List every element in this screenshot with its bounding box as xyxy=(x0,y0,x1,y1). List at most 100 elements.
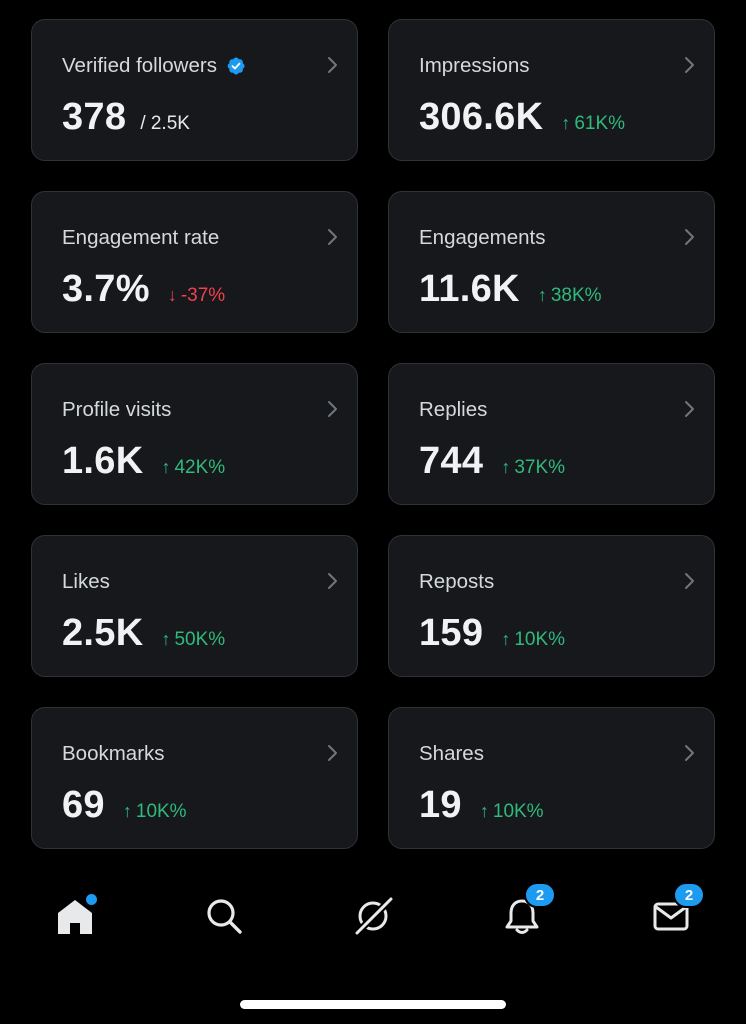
metric-value: 159 xyxy=(419,612,484,654)
metric-title-text: Reposts xyxy=(419,570,495,593)
metric-value-row: 69 ↑ 10K% xyxy=(62,784,187,827)
metric-change: ↑ 61K% xyxy=(561,113,625,135)
metric-card-shares[interactable]: Shares 19 ↑ 10K% xyxy=(388,707,715,849)
metrics-grid: Verified followers 378 / 2.5K Impression… xyxy=(31,19,715,849)
messages-badge: 2 xyxy=(673,882,705,908)
chevron-right-icon xyxy=(685,745,694,761)
nav-messages[interactable]: 2 xyxy=(649,882,705,938)
metric-change-text: 37K% xyxy=(514,457,566,478)
metric-card-engagements[interactable]: Engagements 11.6K ↑ 38K% xyxy=(388,191,715,333)
metric-title: Verified followers xyxy=(62,54,246,78)
metric-card-engagement-rate[interactable]: Engagement rate 3.7% ↓ -37% xyxy=(31,191,358,333)
metric-change: ↑ 50K% xyxy=(161,629,225,651)
metric-title: Impressions xyxy=(419,54,530,78)
nav-home[interactable] xyxy=(53,892,99,938)
verified-badge-icon xyxy=(227,57,245,75)
metric-value: 1.6K xyxy=(62,440,144,482)
metric-change-text: -37% xyxy=(180,285,226,306)
arrow-up-icon: ↑ xyxy=(161,629,171,649)
chevron-right-icon xyxy=(328,57,337,73)
chevron-right-icon xyxy=(328,745,337,761)
metric-change: ↑ 10K% xyxy=(501,629,565,651)
notifications-badge: 2 xyxy=(524,882,556,908)
arrow-down-icon: ↓ xyxy=(167,285,177,305)
metric-card-profile-visits[interactable]: Profile visits 1.6K ↑ 42K% xyxy=(31,363,358,505)
arrow-up-icon: ↑ xyxy=(501,457,511,477)
metric-title-text: Verified followers xyxy=(62,54,217,77)
metric-value-row: 2.5K ↑ 50K% xyxy=(62,612,225,655)
chevron-right-icon xyxy=(685,229,694,245)
metric-change-text: 50K% xyxy=(174,629,226,650)
metric-value: 378 xyxy=(62,96,127,138)
metric-total: / 2.5K xyxy=(140,113,190,134)
metric-title-text: Engagement rate xyxy=(62,226,220,249)
metric-value: 11.6K xyxy=(419,268,520,310)
metric-title: Shares xyxy=(419,742,484,766)
metric-value-row: 744 ↑ 37K% xyxy=(419,440,565,483)
metric-value-row: 159 ↑ 10K% xyxy=(419,612,565,655)
metric-card-reposts[interactable]: Reposts 159 ↑ 10K% xyxy=(388,535,715,677)
metric-title-text: Engagements xyxy=(419,226,546,249)
metric-title: Replies xyxy=(419,398,487,422)
metric-value: 19 xyxy=(419,784,462,826)
chevron-right-icon xyxy=(685,401,694,417)
metric-change-text: 42K% xyxy=(174,457,226,478)
metric-value-row: 378 / 2.5K xyxy=(62,96,190,139)
home-unread-dot xyxy=(84,892,99,907)
metric-change-text: 61K% xyxy=(574,113,626,134)
metric-title: Reposts xyxy=(419,570,494,594)
metric-title-text: Shares xyxy=(419,742,484,765)
arrow-up-icon: ↑ xyxy=(537,285,547,305)
metric-change: ↑ 42K% xyxy=(161,457,225,479)
metric-title: Likes xyxy=(62,570,110,594)
arrow-up-icon: ↑ xyxy=(122,801,132,821)
metric-value: 2.5K xyxy=(62,612,144,654)
metric-title: Engagement rate xyxy=(62,226,219,250)
metric-value: 744 xyxy=(419,440,484,482)
grok-icon xyxy=(354,896,394,936)
metric-title-text: Impressions xyxy=(419,54,530,77)
metric-title-text: Bookmarks xyxy=(62,742,165,765)
metric-value-row: 306.6K ↑ 61K% xyxy=(419,96,625,139)
metric-title: Engagements xyxy=(419,226,546,250)
metric-title-text: Profile visits xyxy=(62,398,172,421)
metric-title-text: Replies xyxy=(419,398,488,421)
metric-card-verified-followers[interactable]: Verified followers 378 / 2.5K xyxy=(31,19,358,161)
nav-explore[interactable] xyxy=(202,894,246,938)
metric-card-likes[interactable]: Likes 2.5K ↑ 50K% xyxy=(31,535,358,677)
metric-value-row: 3.7% ↓ -37% xyxy=(62,268,225,311)
metric-card-bookmarks[interactable]: Bookmarks 69 ↑ 10K% xyxy=(31,707,358,849)
metric-change-text: 10K% xyxy=(492,801,544,822)
metric-value-row: 1.6K ↑ 42K% xyxy=(62,440,225,483)
nav-grok[interactable] xyxy=(351,894,395,938)
nav-notifications[interactable]: 2 xyxy=(500,882,556,938)
search-icon xyxy=(207,899,242,934)
envelope-icon xyxy=(653,902,689,931)
metric-card-replies[interactable]: Replies 744 ↑ 37K% xyxy=(388,363,715,505)
arrow-up-icon: ↑ xyxy=(561,113,571,133)
bottom-nav: 2 2 xyxy=(0,880,746,960)
arrow-up-icon: ↑ xyxy=(161,457,171,477)
chevron-right-icon xyxy=(328,573,337,589)
home-indicator[interactable] xyxy=(240,1000,506,1009)
metric-title: Bookmarks xyxy=(62,742,165,766)
chevron-right-icon xyxy=(328,229,337,245)
metric-value-row: 19 ↑ 10K% xyxy=(419,784,544,827)
metric-value: 69 xyxy=(62,784,105,826)
chevron-right-icon xyxy=(328,401,337,417)
metric-change-text: 38K% xyxy=(550,285,602,306)
metric-card-impressions[interactable]: Impressions 306.6K ↑ 61K% xyxy=(388,19,715,161)
metric-change: ↑ 38K% xyxy=(538,285,602,307)
arrow-up-icon: ↑ xyxy=(501,629,511,649)
metric-value: 3.7% xyxy=(62,268,150,310)
metric-change: ↑ 10K% xyxy=(480,801,544,823)
metric-change: ↑ 10K% xyxy=(123,801,187,823)
chevron-right-icon xyxy=(685,573,694,589)
chevron-right-icon xyxy=(685,57,694,73)
metric-title: Profile visits xyxy=(62,398,171,422)
metric-change: ↑ 37K% xyxy=(501,457,565,479)
metric-change-text: 10K% xyxy=(514,629,566,650)
home-icon xyxy=(58,900,92,934)
metric-value: 306.6K xyxy=(419,96,544,138)
metric-value-row: 11.6K ↑ 38K% xyxy=(419,268,602,311)
